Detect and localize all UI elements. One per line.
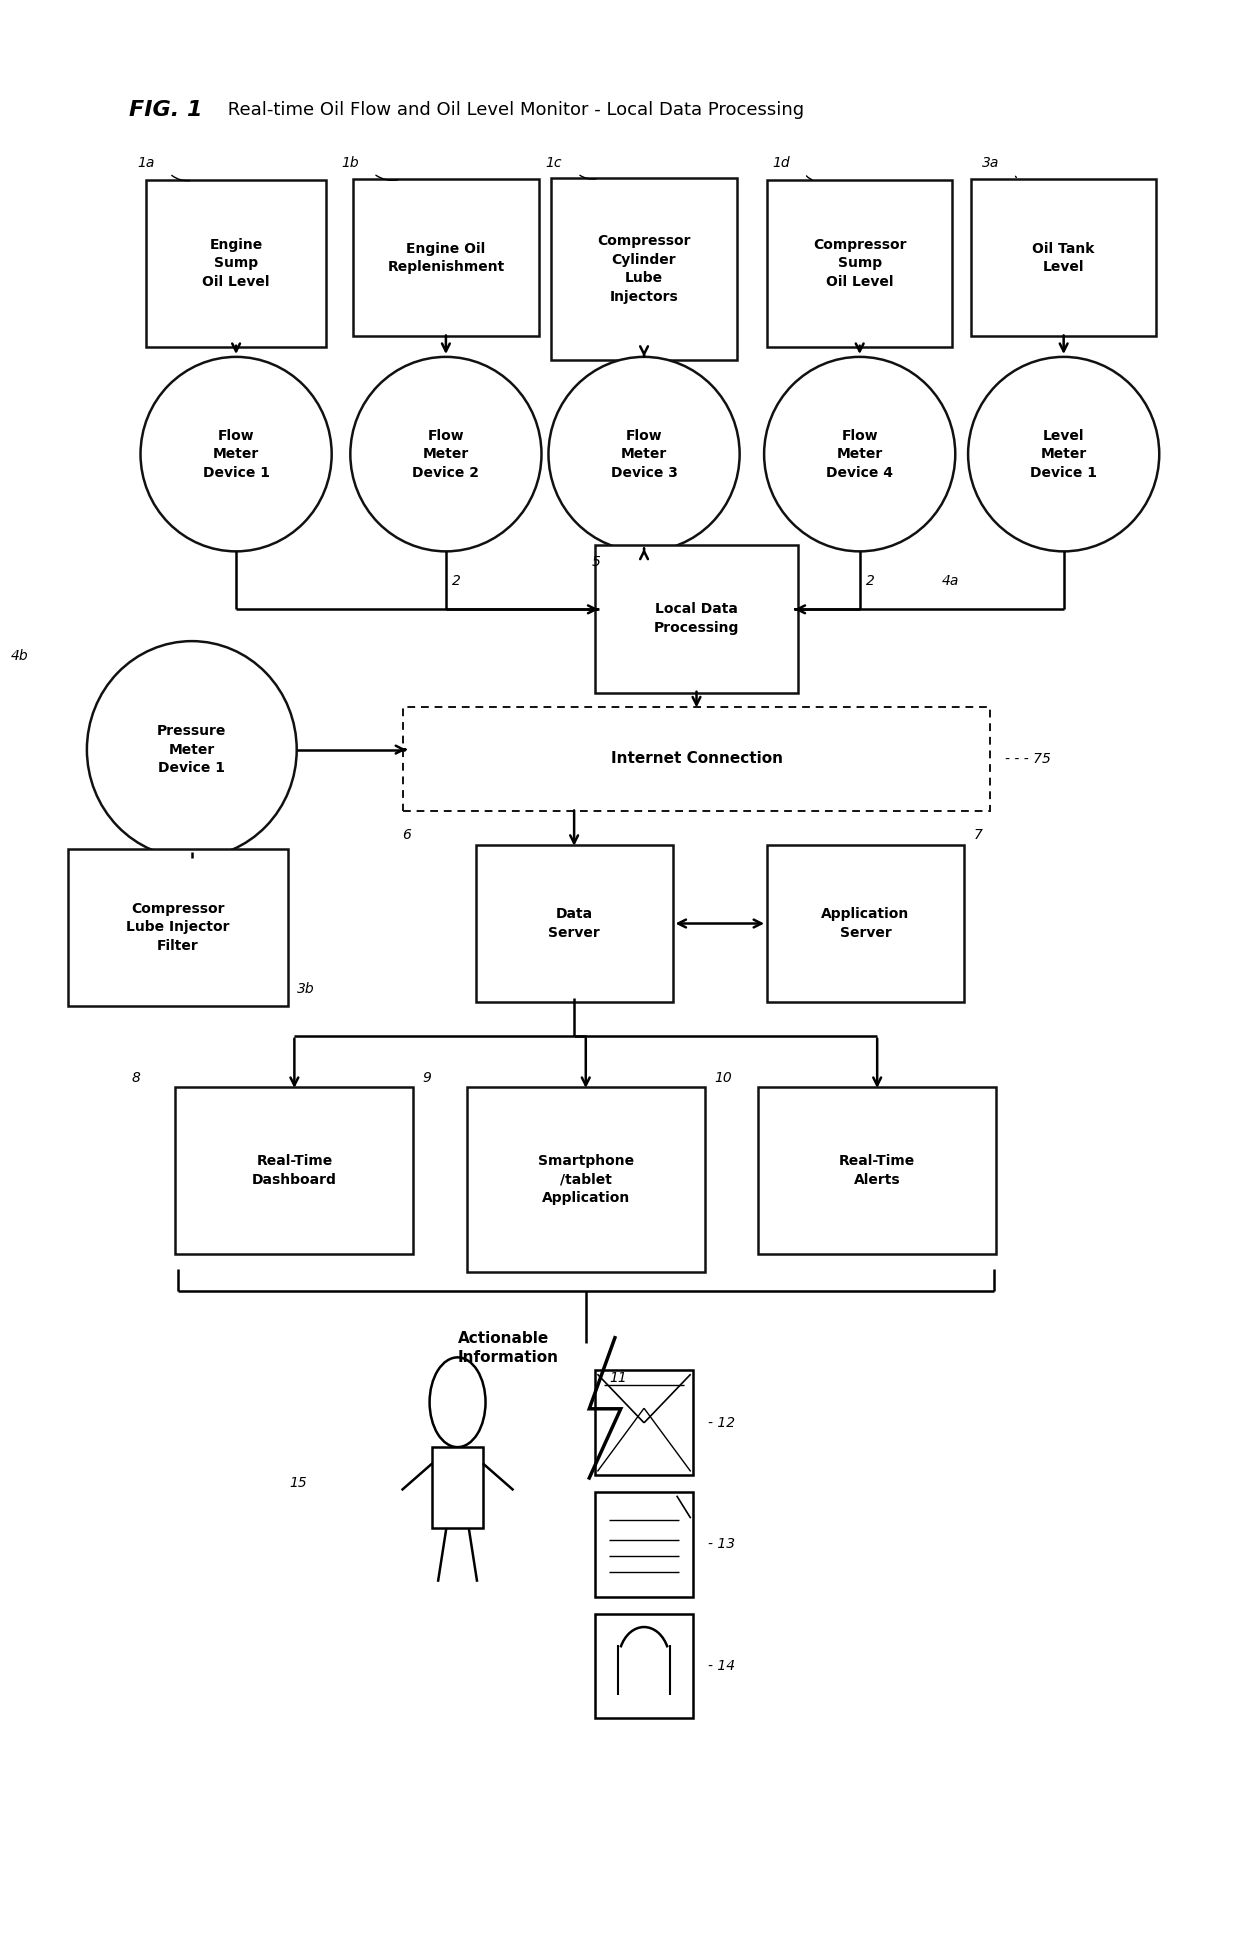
Text: Flow
Meter
Device 2: Flow Meter Device 2: [413, 429, 480, 479]
Text: Compressor
Sump
Oil Level: Compressor Sump Oil Level: [813, 238, 906, 288]
Text: Real-Time
Dashboard: Real-Time Dashboard: [252, 1153, 337, 1186]
Text: Data
Server: Data Server: [548, 908, 600, 939]
Text: 6: 6: [402, 828, 412, 842]
Text: 5: 5: [591, 555, 600, 569]
FancyBboxPatch shape: [433, 1447, 482, 1527]
FancyBboxPatch shape: [353, 179, 538, 337]
Text: Oil Tank
Level: Oil Tank Level: [1033, 242, 1095, 275]
Text: Compressor
Lube Injector
Filter: Compressor Lube Injector Filter: [126, 902, 229, 953]
Ellipse shape: [548, 356, 739, 551]
Text: Engine Oil
Replenishment: Engine Oil Replenishment: [387, 242, 505, 275]
FancyBboxPatch shape: [176, 1087, 413, 1255]
Ellipse shape: [351, 356, 542, 551]
Text: Real-time Oil Flow and Oil Level Monitor - Local Data Processing: Real-time Oil Flow and Oil Level Monitor…: [222, 101, 805, 119]
Text: 4a: 4a: [941, 575, 959, 588]
Text: Pressure
Meter
Device 1: Pressure Meter Device 1: [157, 725, 227, 775]
FancyBboxPatch shape: [759, 1087, 996, 1255]
Text: 9: 9: [423, 1071, 432, 1085]
FancyBboxPatch shape: [971, 179, 1157, 337]
Text: 11: 11: [609, 1371, 627, 1385]
Text: - 13: - 13: [708, 1537, 735, 1551]
Text: 1d: 1d: [773, 156, 790, 169]
Text: Compressor
Cylinder
Lube
Injectors: Compressor Cylinder Lube Injectors: [598, 234, 691, 304]
Text: 4b: 4b: [11, 649, 29, 662]
Text: Engine
Sump
Oil Level: Engine Sump Oil Level: [202, 238, 270, 288]
Text: 2: 2: [451, 575, 460, 588]
FancyBboxPatch shape: [146, 179, 326, 347]
Text: 3b: 3b: [298, 982, 315, 995]
Text: 3a: 3a: [982, 156, 999, 169]
Text: - - - 75: - - - 75: [1006, 752, 1052, 766]
Text: 2: 2: [866, 575, 874, 588]
Text: Smartphone
/tablet
Application: Smartphone /tablet Application: [538, 1155, 634, 1206]
Text: 8: 8: [131, 1071, 140, 1085]
FancyBboxPatch shape: [768, 179, 952, 347]
FancyBboxPatch shape: [467, 1087, 704, 1272]
FancyBboxPatch shape: [595, 545, 797, 693]
Text: Level
Meter
Device 1: Level Meter Device 1: [1030, 429, 1097, 479]
Text: 7: 7: [973, 828, 982, 842]
FancyBboxPatch shape: [552, 179, 737, 360]
FancyBboxPatch shape: [595, 1613, 693, 1718]
FancyBboxPatch shape: [595, 1371, 693, 1475]
Text: Real-Time
Alerts: Real-Time Alerts: [839, 1153, 915, 1186]
Text: Actionable
Information: Actionable Information: [458, 1330, 558, 1366]
Text: - 12: - 12: [708, 1416, 735, 1430]
Text: Local Data
Processing: Local Data Processing: [653, 602, 739, 635]
FancyBboxPatch shape: [403, 707, 991, 810]
FancyBboxPatch shape: [768, 845, 963, 1001]
Ellipse shape: [764, 356, 955, 551]
FancyBboxPatch shape: [68, 849, 288, 1005]
Ellipse shape: [968, 356, 1159, 551]
Text: 1b: 1b: [341, 156, 358, 169]
FancyBboxPatch shape: [595, 1492, 693, 1597]
Text: Internet Connection: Internet Connection: [610, 752, 782, 766]
Text: 1a: 1a: [138, 156, 155, 169]
Text: 15: 15: [290, 1477, 308, 1490]
Text: 10: 10: [714, 1071, 732, 1085]
Ellipse shape: [140, 356, 331, 551]
Text: Flow
Meter
Device 3: Flow Meter Device 3: [610, 429, 677, 479]
Ellipse shape: [87, 641, 296, 857]
Text: Application
Server: Application Server: [821, 908, 910, 939]
FancyBboxPatch shape: [476, 845, 672, 1001]
Text: - 14: - 14: [708, 1660, 735, 1673]
Text: 1c: 1c: [546, 156, 562, 169]
Text: FIG. 1: FIG. 1: [129, 99, 202, 121]
Text: Flow
Meter
Device 4: Flow Meter Device 4: [826, 429, 893, 479]
Text: Flow
Meter
Device 1: Flow Meter Device 1: [202, 429, 269, 479]
